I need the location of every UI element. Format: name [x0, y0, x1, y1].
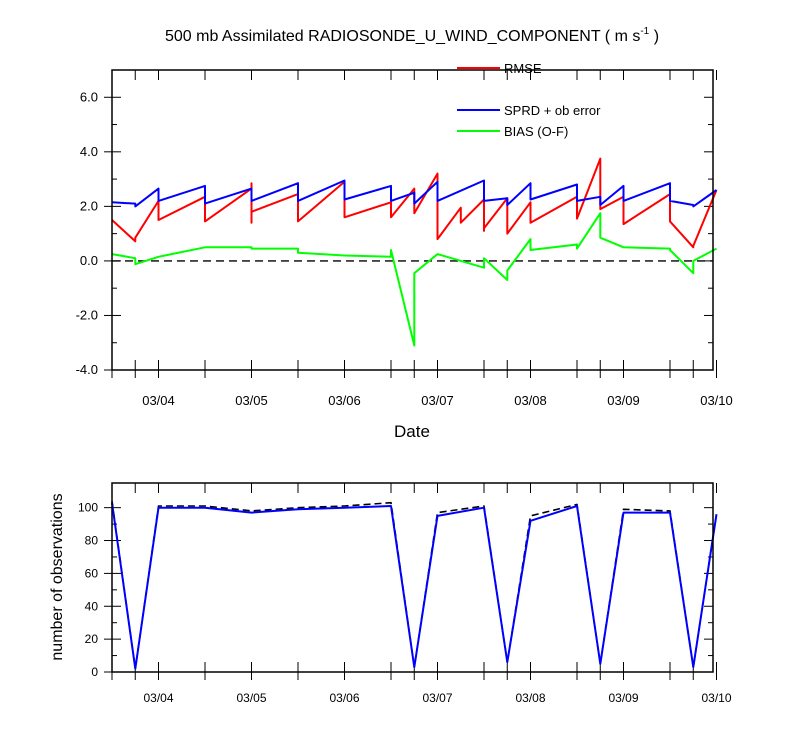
x-tick-label: 03/09	[607, 393, 640, 408]
x-tick-label: 03/07	[422, 691, 452, 705]
x-tick-label: 03/09	[608, 691, 638, 705]
sprd-line	[111, 179, 718, 208]
y-tick-label: -2.0	[76, 307, 98, 322]
bottom-plot-frame	[111, 482, 714, 673]
y-tick-label: -4.0	[76, 362, 98, 377]
y-tick-label: 0	[91, 665, 98, 679]
x-tick-label: 03/06	[328, 393, 361, 408]
chart-title: 500 mb Assimilated RADIOSONDE_U_WIND_COM…	[165, 26, 659, 45]
x-tick-label: 03/04	[143, 691, 173, 705]
x-tick-label: 03/04	[142, 393, 175, 408]
legend-label-rmse: RMSE	[504, 61, 542, 76]
y-tick-label: 2.0	[80, 198, 98, 213]
x-tick-label: 03/10	[700, 393, 733, 408]
rmse-spread-bias-plot: -4.0 -2.0 0.0 2.0 4.0 6.0 03/04 03/05 03/06 03/07…	[76, 61, 733, 441]
y-axis-title-observations: number of observations	[49, 493, 66, 660]
y-tick-label: 20	[85, 632, 99, 646]
legend-label-bias: BIAS (O-F)	[504, 124, 568, 139]
y-tick-label: 0.0	[80, 253, 98, 268]
x-tick-label: 03/06	[329, 691, 359, 705]
x-axis-title: Date	[394, 422, 430, 441]
x-tick-label: 03/05	[236, 691, 266, 705]
observations-dashed-line	[111, 500, 718, 670]
bias-line	[111, 212, 717, 347]
y-tick-label: 6.0	[80, 89, 98, 104]
top-plot-frame	[111, 69, 714, 371]
x-tick-label: 03/08	[515, 691, 545, 705]
y-tick-label: 40	[85, 599, 99, 613]
observations-plot: 0 20 40 60 80 100 03/04 03/05 03/06 03/07 03/08 03/…	[49, 482, 732, 705]
x-tick-label: 03/05	[235, 393, 268, 408]
x-tick-label: 03/07	[421, 393, 454, 408]
y-tick-label: 100	[78, 501, 98, 515]
legend-label-sprd: SPRD + ob error	[504, 103, 601, 118]
x-tick-label: 03/10	[701, 691, 731, 705]
y-tick-label: 80	[85, 534, 99, 548]
y-tick-label: 4.0	[80, 144, 98, 159]
observations-line	[111, 502, 718, 670]
x-tick-label: 03/08	[514, 393, 547, 408]
y-tick-label: 60	[85, 566, 99, 580]
legend: RMSE SPRD + ob error BIAS (O-F)	[457, 61, 601, 139]
